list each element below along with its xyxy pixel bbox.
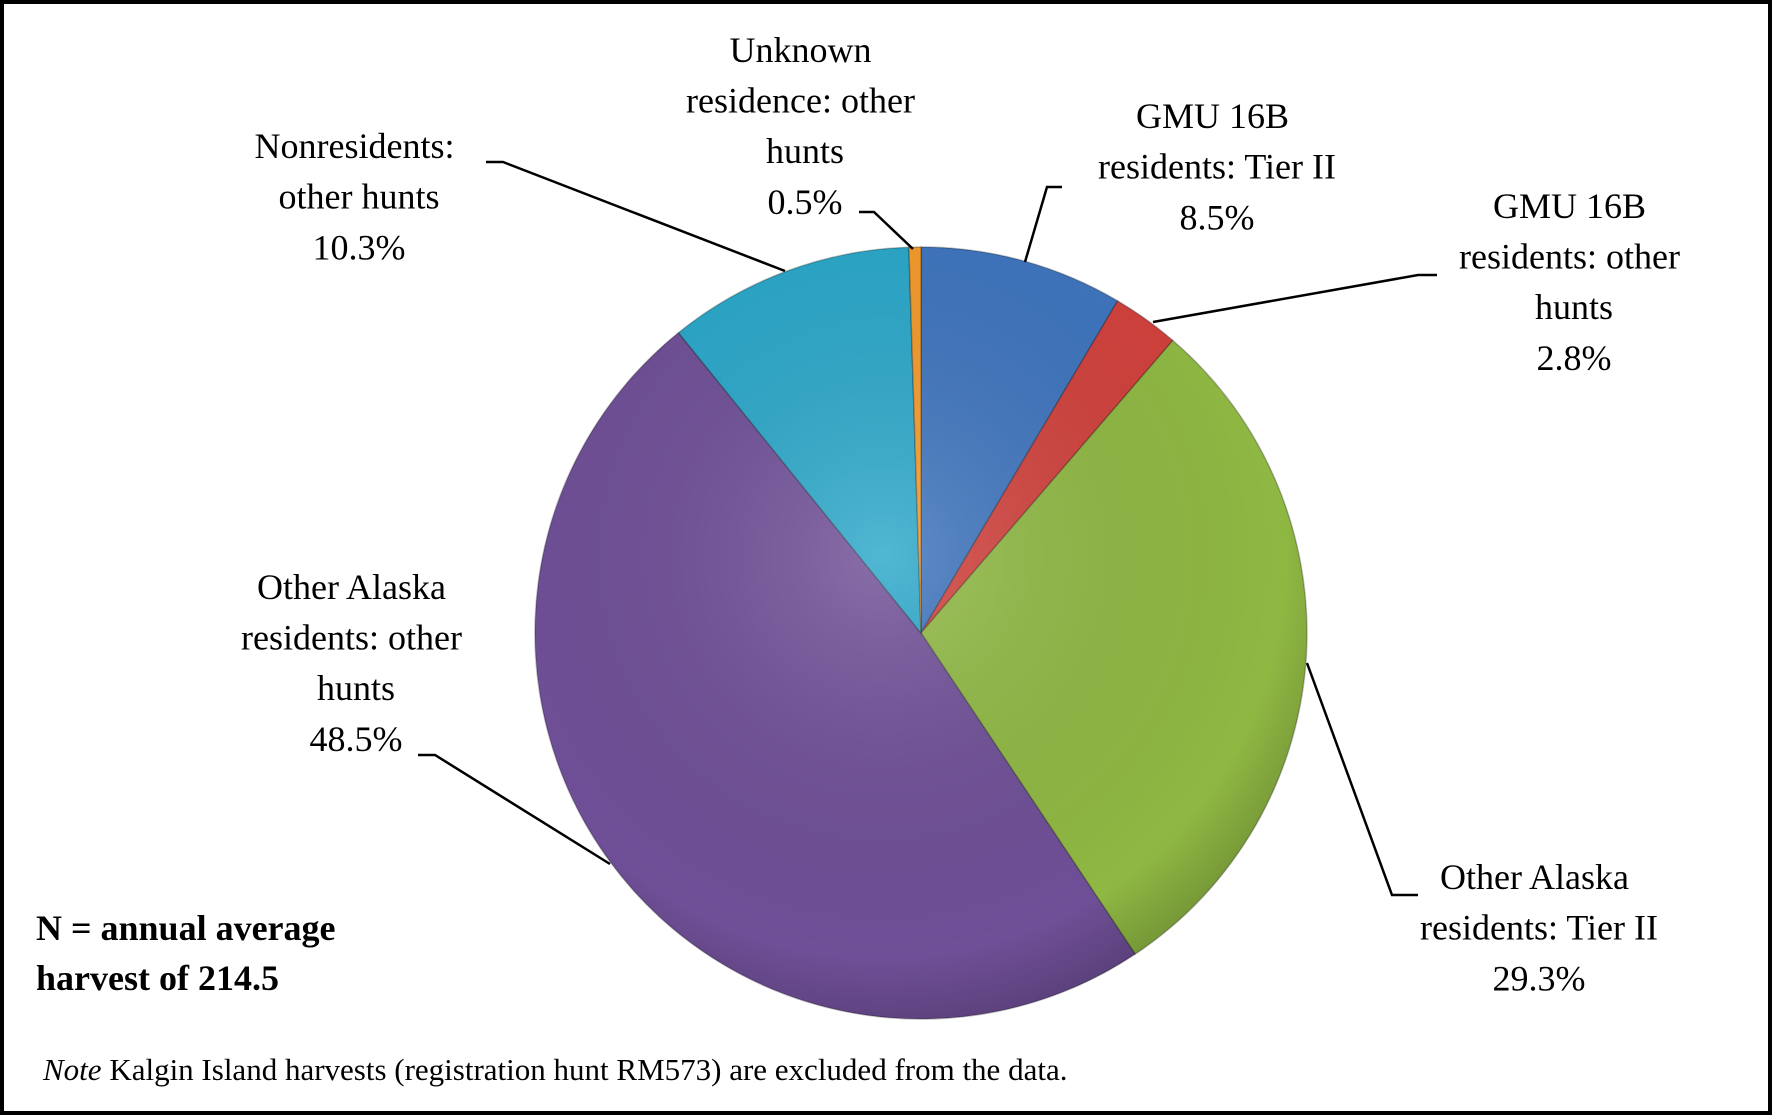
slice-label: Unknown residence: other hunts xyxy=(686,30,924,171)
leader-line xyxy=(486,160,786,273)
slice-label: GMU 16B residents: other hunts xyxy=(1459,186,1689,327)
annotation: N = annual average harvest of 214.5 xyxy=(36,908,345,998)
note-text: Kalgin Island harvests (registration hun… xyxy=(109,1052,1067,1087)
slice-label: Other Alaska residents: other hunts xyxy=(241,567,471,708)
value-label: 29.3% xyxy=(1493,958,1586,998)
value-label: 48.5% xyxy=(310,719,403,759)
value-label: 2.8% xyxy=(1537,338,1612,378)
leader-line xyxy=(1152,273,1437,324)
note: Note Kalgin Island harvests (registratio… xyxy=(42,1052,1067,1087)
pie xyxy=(534,246,1308,1020)
slice-label: Other Alaska residents: Tier II xyxy=(1420,857,1658,948)
value-label: 0.5% xyxy=(768,182,843,222)
slice-label: GMU 16B residents: Tier II xyxy=(1098,96,1336,187)
labels: GMU 16B residents: Tier II 8.5% GMU 16B re… xyxy=(36,30,1689,1087)
value-label: 10.3% xyxy=(313,227,406,267)
leader-line xyxy=(1305,662,1418,897)
leader-line xyxy=(859,210,914,250)
leader-line xyxy=(418,753,611,866)
value-label: 8.5% xyxy=(1180,197,1255,237)
slice-label: Nonresidents: other hunts xyxy=(255,126,464,217)
note-label: Note xyxy=(42,1052,102,1087)
leader-line xyxy=(1023,185,1062,263)
